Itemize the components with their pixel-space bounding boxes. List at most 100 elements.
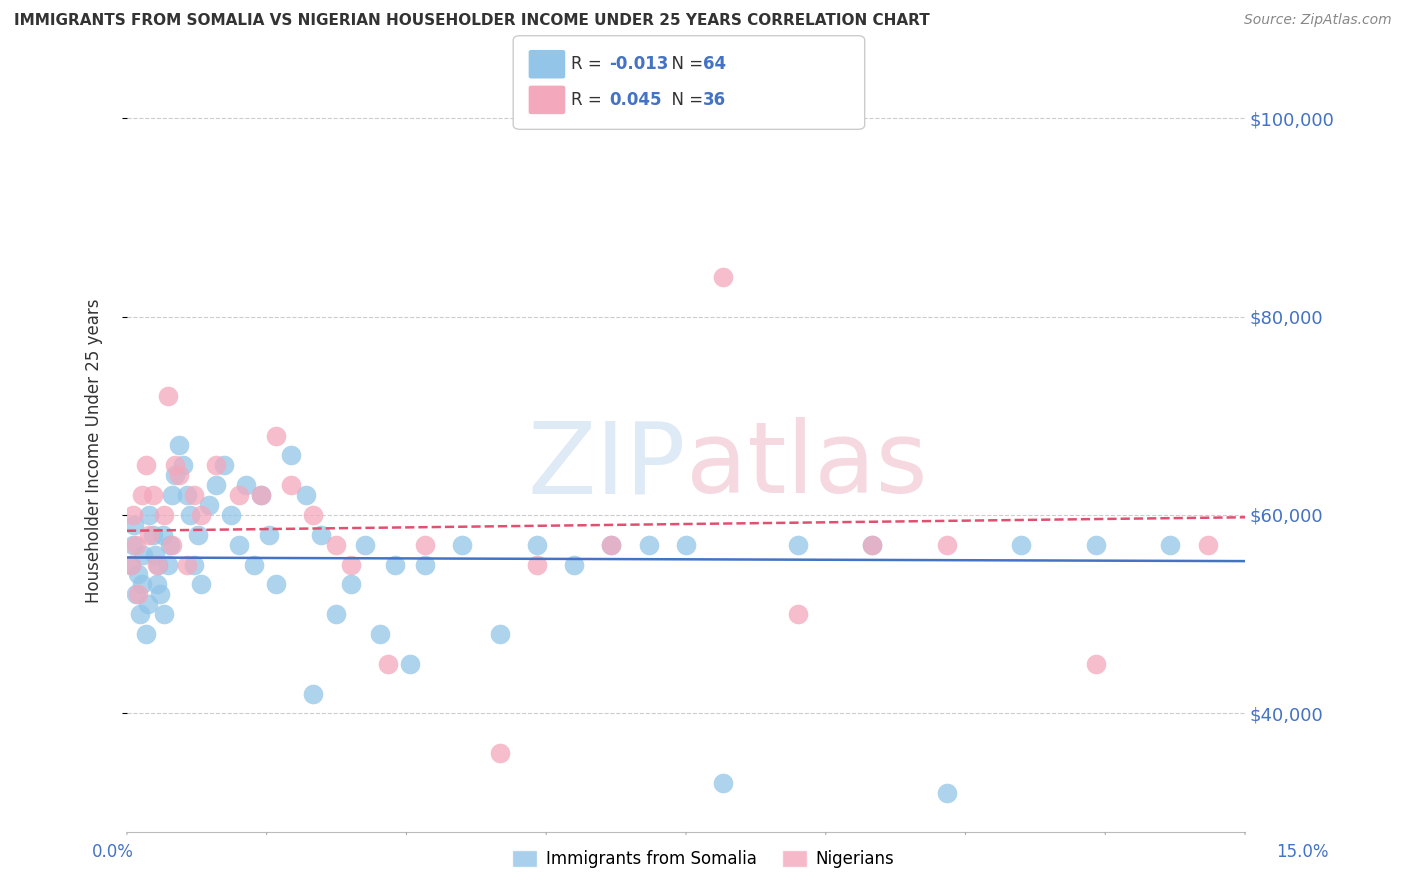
Point	[145, 558, 167, 572]
Point	[488, 627, 510, 641]
Point	[384, 558, 406, 572]
Point	[135, 627, 157, 641]
Point	[675, 538, 697, 552]
Point	[526, 538, 548, 552]
Point	[242, 558, 264, 572]
Text: N =: N =	[661, 91, 709, 109]
Text: 15.0%: 15.0%	[1277, 843, 1329, 861]
Point	[1010, 538, 1032, 552]
Text: R =: R =	[571, 91, 607, 109]
Legend: Immigrants from Somalia, Nigerians: Immigrants from Somalia, Nigerians	[506, 843, 900, 875]
Point	[205, 478, 228, 492]
Point	[413, 558, 436, 572]
Point	[280, 449, 302, 463]
Text: IMMIGRANTS FROM SOMALIA VS NIGERIAN HOUSEHOLDER INCOME UNDER 25 YEARS CORRELATIO: IMMIGRANTS FROM SOMALIA VS NIGERIAN HOUS…	[14, 13, 929, 29]
Point	[562, 558, 585, 572]
Text: 0.045: 0.045	[609, 91, 661, 109]
Point	[172, 458, 194, 473]
Text: N =: N =	[661, 55, 709, 73]
Point	[325, 607, 347, 622]
Point	[122, 508, 145, 522]
Point	[125, 587, 148, 601]
Point	[600, 538, 623, 552]
Point	[228, 488, 250, 502]
Point	[120, 558, 142, 572]
Point	[125, 538, 148, 552]
Point	[786, 607, 808, 622]
Text: Source: ZipAtlas.com: Source: ZipAtlas.com	[1244, 13, 1392, 28]
Point	[600, 538, 623, 552]
Point	[145, 577, 167, 591]
Point	[160, 538, 183, 552]
Point	[153, 607, 176, 622]
Point	[860, 538, 883, 552]
Point	[1159, 538, 1181, 552]
Text: atlas: atlas	[686, 417, 928, 514]
Point	[152, 528, 174, 542]
Point	[156, 558, 179, 572]
Point	[295, 488, 318, 502]
Point	[264, 577, 287, 591]
Point	[153, 508, 176, 522]
Point	[370, 627, 392, 641]
Point	[250, 488, 273, 502]
Point	[302, 686, 325, 700]
Point	[198, 498, 221, 512]
Point	[131, 577, 153, 591]
Y-axis label: Householder Income Under 25 years: Householder Income Under 25 years	[86, 298, 103, 603]
Point	[183, 558, 205, 572]
Point	[136, 597, 159, 611]
Point	[257, 528, 280, 542]
Point	[228, 538, 250, 552]
Point	[159, 538, 181, 552]
Point	[1197, 538, 1219, 552]
Point	[637, 538, 659, 552]
Point	[165, 468, 187, 483]
Point	[339, 577, 361, 591]
Point	[135, 458, 157, 473]
Point	[167, 468, 190, 483]
Point	[935, 786, 957, 800]
Point	[280, 478, 302, 492]
Point	[183, 488, 205, 502]
Point	[212, 458, 235, 473]
Point	[167, 438, 190, 452]
Point	[156, 389, 179, 403]
Point	[122, 538, 145, 552]
Point	[325, 538, 347, 552]
Point	[1084, 538, 1107, 552]
Point	[187, 528, 209, 542]
Point	[149, 587, 172, 601]
Point	[786, 538, 808, 552]
Point	[860, 538, 883, 552]
Point	[711, 776, 734, 790]
Point	[235, 478, 257, 492]
Point	[190, 577, 212, 591]
Text: 0.0%: 0.0%	[91, 843, 134, 861]
Text: R =: R =	[571, 55, 607, 73]
Point	[190, 508, 212, 522]
Point	[176, 558, 198, 572]
Point	[129, 607, 152, 622]
Text: 64: 64	[703, 55, 725, 73]
Point	[264, 428, 287, 442]
Point	[205, 458, 228, 473]
Point	[354, 538, 377, 552]
Point	[131, 488, 153, 502]
Point	[142, 528, 165, 542]
Point	[127, 587, 149, 601]
Point	[127, 567, 149, 582]
Point	[132, 548, 155, 562]
Point	[451, 538, 474, 552]
Point	[413, 538, 436, 552]
Point	[120, 558, 142, 572]
Point	[138, 508, 160, 522]
Point	[526, 558, 548, 572]
Point	[219, 508, 242, 522]
Point	[250, 488, 273, 502]
Point	[160, 488, 183, 502]
Point	[1084, 657, 1107, 671]
Text: -0.013: -0.013	[609, 55, 668, 73]
Point	[711, 269, 734, 284]
Point	[143, 548, 166, 562]
